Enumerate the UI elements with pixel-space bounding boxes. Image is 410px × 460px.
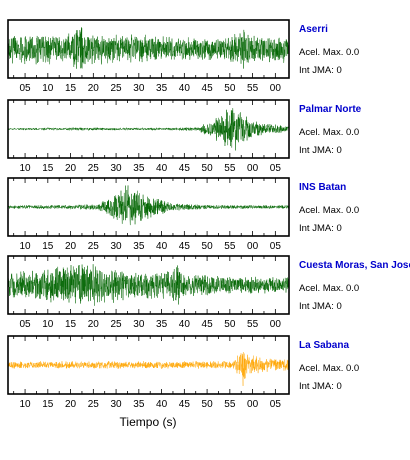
- x-tick-label: 55: [224, 241, 236, 252]
- x-tick-label: 20: [65, 241, 77, 252]
- jma-intensity: Int JMA: 0: [299, 301, 342, 312]
- x-tick-label: 15: [42, 399, 54, 410]
- x-tick-label: 45: [179, 399, 191, 410]
- x-tick-label: 55: [247, 83, 259, 94]
- x-tick-label: 10: [42, 83, 54, 94]
- panel-frame: [7, 19, 290, 79]
- x-tick-label: 40: [156, 241, 168, 252]
- station-name: La Sabana: [299, 340, 349, 351]
- x-tick-label: 30: [111, 163, 123, 174]
- x-tick-label: 50: [202, 399, 214, 410]
- waveform-trace: [7, 264, 290, 306]
- waveform-trace: [7, 185, 290, 226]
- panel-frame: [7, 335, 290, 395]
- x-axis-title: Tiempo (s): [120, 415, 177, 429]
- max-acceleration: Acel. Max. 0.0: [299, 47, 359, 58]
- x-tick-label: 00: [270, 83, 282, 94]
- max-acceleration: Acel. Max. 0.0: [299, 283, 359, 294]
- x-tick-label: 30: [111, 241, 123, 252]
- panel-frame: [7, 177, 290, 237]
- panel-1: 10 15 20 25 30 35 40 45 50 55 00 05 Palmar Norte Acel…: [7, 99, 362, 174]
- station-name: INS Batan: [299, 182, 346, 193]
- x-tick-label: 50: [224, 319, 236, 330]
- panel-frame: [7, 99, 290, 159]
- x-tick-label: 55: [247, 319, 259, 330]
- panel-0: 05 10 15 20 25 30 35 40 45 50 55 00 Aserri Acel. Max.…: [7, 19, 359, 94]
- x-tick-label: 15: [42, 163, 54, 174]
- panel-frame: [7, 255, 290, 315]
- max-acceleration: Acel. Max. 0.0: [299, 127, 359, 138]
- x-tick-label: 35: [133, 241, 145, 252]
- x-tick-label: 40: [179, 83, 191, 94]
- x-tick-label: 15: [42, 241, 54, 252]
- x-tick-label: 00: [247, 241, 259, 252]
- x-tick-label: 45: [179, 241, 191, 252]
- waveform-trace: [7, 108, 290, 151]
- max-acceleration: Acel. Max. 0.0: [299, 363, 359, 374]
- x-tick-label: 25: [111, 83, 123, 94]
- x-tick-label: 35: [133, 399, 145, 410]
- max-acceleration: Acel. Max. 0.0: [299, 205, 359, 216]
- x-tick-label: 10: [20, 163, 32, 174]
- jma-intensity: Int JMA: 0: [299, 381, 342, 392]
- x-tick-label: 05: [270, 399, 282, 410]
- x-tick-label: 00: [247, 399, 259, 410]
- x-tick-label: 25: [111, 319, 123, 330]
- x-tick-label: 05: [270, 163, 282, 174]
- panel-2: 10 15 20 25 30 35 40 45 50 55 00 05 INS Batan Acel. M…: [7, 177, 359, 252]
- x-tick-label: 20: [65, 163, 77, 174]
- x-tick-label: 05: [20, 83, 32, 94]
- panel-3: 05 10 15 20 25 30 35 40 45 50 55 00 Cuesta Moras, Sa…: [7, 255, 410, 330]
- x-tick-label: 30: [133, 319, 145, 330]
- x-tick-label: 40: [156, 399, 168, 410]
- x-tick-label: 20: [88, 319, 100, 330]
- x-tick-label: 00: [247, 163, 259, 174]
- x-tick-label: 50: [202, 163, 214, 174]
- jma-intensity: Int JMA: 0: [299, 65, 342, 76]
- x-tick-label: 20: [88, 83, 100, 94]
- jma-intensity: Int JMA: 0: [299, 223, 342, 234]
- x-tick-label: 10: [20, 241, 32, 252]
- x-tick-label: 30: [111, 399, 123, 410]
- x-tick-label: 35: [156, 83, 168, 94]
- x-tick-label: 25: [88, 241, 100, 252]
- panel-4: 10 15 20 25 30 35 40 45 50 55 00 05 La Sabana Acel. M…: [7, 335, 359, 410]
- x-tick-label: 15: [65, 83, 77, 94]
- x-tick-label: 30: [133, 83, 145, 94]
- x-tick-label: 45: [179, 163, 191, 174]
- x-tick-label: 10: [42, 319, 54, 330]
- x-tick-label: 50: [202, 241, 214, 252]
- x-tick-label: 40: [156, 163, 168, 174]
- x-tick-label: 35: [156, 319, 168, 330]
- x-tick-label: 20: [65, 399, 77, 410]
- x-tick-label: 15: [65, 319, 77, 330]
- waveform-trace: [7, 351, 290, 386]
- x-tick-label: 25: [88, 399, 100, 410]
- x-tick-label: 40: [179, 319, 191, 330]
- station-name: Palmar Norte: [299, 104, 362, 115]
- x-tick-label: 45: [202, 319, 214, 330]
- x-tick-label: 05: [270, 241, 282, 252]
- x-tick-label: 55: [224, 163, 236, 174]
- x-tick-label: 55: [224, 399, 236, 410]
- x-tick-label: 50: [224, 83, 236, 94]
- station-name: Aserri: [299, 24, 328, 35]
- x-tick-label: 05: [20, 319, 32, 330]
- x-tick-label: 25: [88, 163, 100, 174]
- waveform-trace: [7, 27, 290, 69]
- x-tick-label: 35: [133, 163, 145, 174]
- jma-intensity: Int JMA: 0: [299, 145, 342, 156]
- x-tick-label: 00: [270, 319, 282, 330]
- station-name: Cuesta Moras, San Jose: [299, 260, 410, 271]
- x-tick-label: 45: [202, 83, 214, 94]
- x-tick-label: 10: [20, 399, 32, 410]
